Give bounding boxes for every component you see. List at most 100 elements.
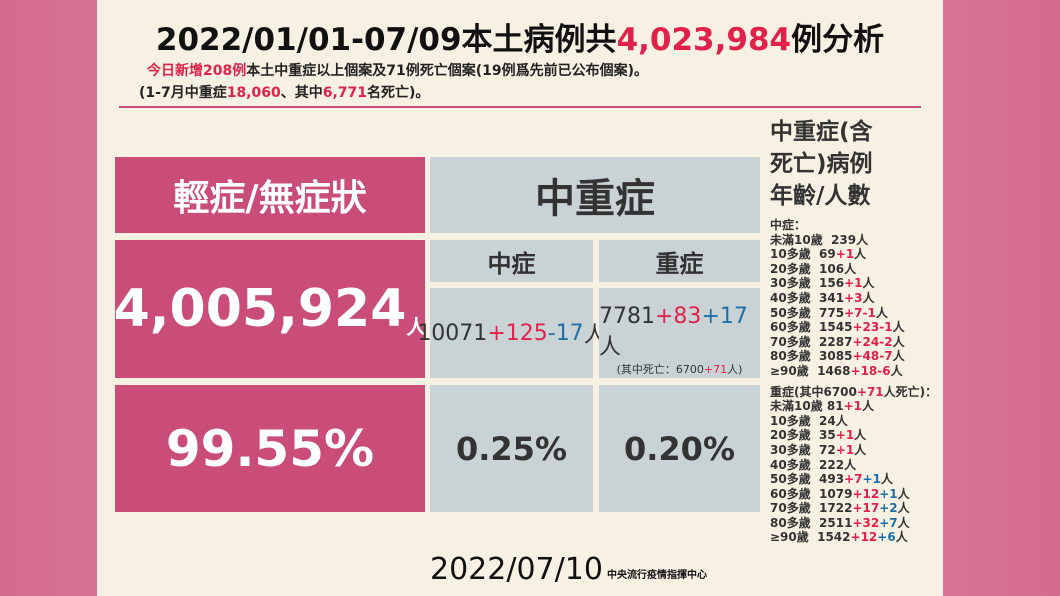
critical-note: (其中死亡：6700+71人) xyxy=(617,361,743,377)
age-heading: 年齡/人數 xyxy=(770,183,871,209)
text-segment: 人 xyxy=(875,305,888,320)
age-row: 20多歲 106人 xyxy=(770,262,940,277)
age-row: 未滿10歲 81+1人 xyxy=(770,399,940,414)
mild-header: 輕症/無症狀 xyxy=(115,157,425,233)
text-segment: 4,023,984 xyxy=(616,22,792,58)
text-segment: 今日新增208例 xyxy=(147,63,247,79)
text-segment: 人 xyxy=(880,472,893,487)
divider xyxy=(119,106,921,108)
title: 2022/01/01-07/09本土病例共4,023,984例分析 xyxy=(97,14,943,59)
text-segment: 人 xyxy=(854,247,867,262)
text-segment: 人死亡)： xyxy=(883,384,938,399)
age-row: 未滿10歲 239人 xyxy=(770,233,940,248)
text-segment: +24-2 xyxy=(852,334,893,349)
text-segment: 80多歲 2511 xyxy=(770,515,853,530)
age-row: 60多歲 1079+12+1人 xyxy=(770,487,940,502)
age-row: 50多歲 493+7+1人 xyxy=(770,472,940,487)
moderate-count: 10071 +125 -17 人 xyxy=(417,288,606,378)
text-segment: 50多歲 493 xyxy=(770,472,845,487)
text-segment: 30多歲 156 xyxy=(770,276,845,291)
critical-count: 7781+83+17 人 xyxy=(599,304,760,361)
age-row: 80多歲 2511+32+7人 xyxy=(770,516,940,531)
age-row: 10多歲 24人 xyxy=(770,414,940,429)
text-segment: ≥90歲 1542 xyxy=(770,530,851,545)
text-segment: +2 xyxy=(879,501,898,516)
age-row: 80多歲 3085+48-7人 xyxy=(770,349,940,364)
text-segment: 人 xyxy=(862,276,875,291)
text-segment: 18,060 xyxy=(226,85,281,101)
text-segment: 人 xyxy=(892,320,905,335)
text-segment: 60多歲 1079 xyxy=(770,486,853,501)
text-segment: +1 xyxy=(835,442,855,457)
text-segment: 人 xyxy=(890,363,903,378)
text-segment: 20多歲 106人 xyxy=(770,261,857,276)
text-segment: 10071 xyxy=(417,320,488,346)
text-segment: 70多歲 2287 xyxy=(770,334,853,349)
text-segment: 人 xyxy=(861,399,874,414)
text-segment: 人 xyxy=(895,530,908,545)
text-segment: (其中死亡：6700 xyxy=(616,362,704,376)
mild-count-cell: 4,005,924 人 xyxy=(114,240,426,378)
text-segment: 10多歲 69 xyxy=(770,247,836,262)
text-segment: 重症(其中6700 xyxy=(770,384,857,399)
text-segment: 2022/01/01-07/09本土病例共 xyxy=(155,22,617,58)
text-segment: 60多歲 1545 xyxy=(770,320,853,335)
text-segment: 人 xyxy=(892,334,905,349)
text-segment: 、其中 xyxy=(280,85,323,101)
text-segment: ≥90歲 1468 xyxy=(770,363,851,378)
age-panel: 中重症(含 死亡)病例 年齡/人數 中症： 未滿10歲 239人 10多歲 69+1人 20… xyxy=(770,116,940,545)
text-segment: 未滿10歲 239人 xyxy=(770,232,869,247)
text-segment: 人 xyxy=(892,349,905,364)
text-segment: +17 xyxy=(701,303,748,329)
moderate-header: 中症 xyxy=(430,240,593,282)
age-row: 10多歲 69+1人 xyxy=(770,247,940,262)
text-segment: +12 xyxy=(850,530,878,545)
subtitle: (1-7月中重症18,060、其中6,771名死亡)。 xyxy=(139,82,429,102)
age-row: ≥90歲 1468+18-6人 xyxy=(770,364,940,379)
text-segment: +1 xyxy=(835,428,855,443)
footer-date: 2022/07/10 xyxy=(430,552,603,587)
text-segment: +1 xyxy=(835,247,855,262)
text-segment: -17 xyxy=(547,320,584,346)
text-segment: 30多歲 72 xyxy=(770,442,836,457)
text-segment: +7-1 xyxy=(844,305,876,320)
text-segment: 6,771 xyxy=(322,85,368,101)
text-segment: 70多歲 1722 xyxy=(770,501,853,516)
age-row: 30多歲 156+1人 xyxy=(770,276,940,291)
text-segment: 人 xyxy=(897,486,910,501)
moderate-percent: 0.25% xyxy=(430,385,593,512)
text-segment: 未滿10歲 81 xyxy=(770,399,844,414)
text-segment: +23-1 xyxy=(852,320,893,335)
text-segment: 10多歲 24人 xyxy=(770,413,848,428)
text-segment: 人 xyxy=(854,442,867,457)
text-segment: +71 xyxy=(703,362,728,376)
text-segment: 名死亡)。 xyxy=(367,85,430,101)
text-segment: 40多歲 222人 xyxy=(770,457,857,472)
text-segment: +125 xyxy=(487,320,548,346)
age-heading: 中重症(含 xyxy=(770,119,873,145)
text-segment: +1 xyxy=(879,486,898,501)
text-segment: (1-7月中重症 xyxy=(139,85,227,101)
text-segment: +32 xyxy=(852,515,880,530)
text-segment: +48-7 xyxy=(852,349,893,364)
critical-percent: 0.20% xyxy=(599,385,760,512)
text-segment: 人 xyxy=(897,501,910,516)
text-segment: +12 xyxy=(852,486,880,501)
age-heading: 死亡)病例 xyxy=(770,151,873,177)
text-segment: 人) xyxy=(727,362,743,376)
text-segment: 人 xyxy=(854,428,867,443)
age-row: 50多歲 775+7-1人 xyxy=(770,306,940,321)
text-segment: +18-6 xyxy=(850,363,891,378)
text-segment: 人 xyxy=(897,515,910,530)
age-row: 40多歲 341+3人 xyxy=(770,291,940,306)
text-segment: +7 xyxy=(879,515,898,530)
text-segment: 人 xyxy=(862,290,875,305)
text-segment: 例分析 xyxy=(791,22,885,58)
mild-percent: 99.55% xyxy=(115,385,425,512)
age-row: 70多歲 1722+17+2人 xyxy=(770,501,940,516)
age-row: 70多歲 2287+24-2人 xyxy=(770,335,940,350)
text-segment: 人 xyxy=(599,334,622,360)
age-group-label: 重症(其中6700+71人死亡)： xyxy=(770,385,940,400)
severe-header: 中重症 xyxy=(430,157,760,233)
